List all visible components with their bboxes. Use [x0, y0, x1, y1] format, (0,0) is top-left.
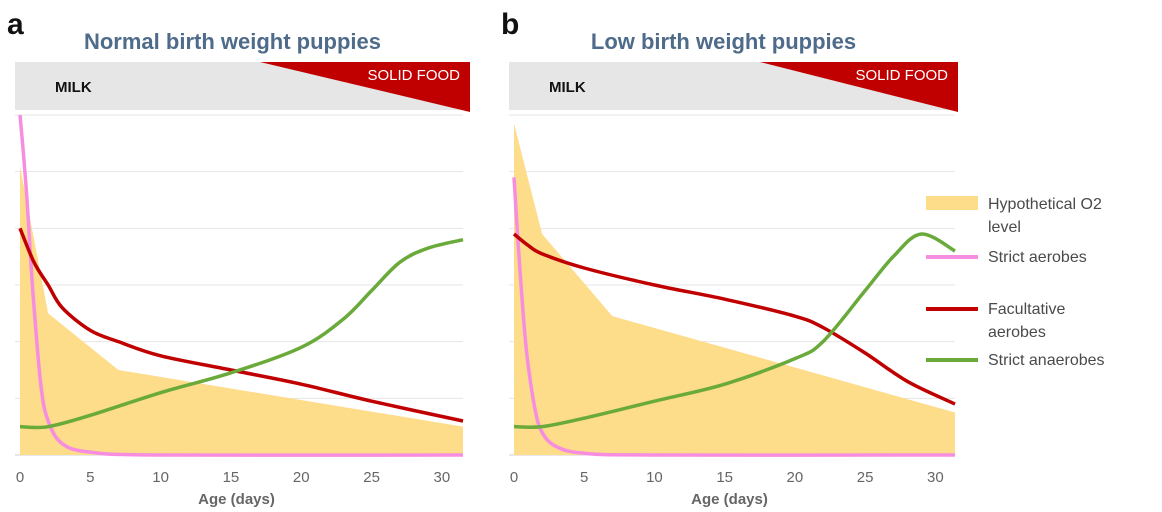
x-tick-label: 0: [16, 469, 24, 486]
x-axis-label: Age (days): [198, 491, 275, 508]
legend-label: Strict aerobes: [988, 249, 1087, 266]
x-tick-label: 20: [293, 469, 310, 486]
legend-label: Strict anaerobes: [988, 352, 1105, 369]
line: [18, 114, 464, 457]
legend-entry: Strict aerobes: [926, 246, 1148, 269]
area: [20, 166, 463, 455]
legend-label: Hypothetical O2 level: [988, 196, 1102, 236]
phase-label: MILK: [55, 79, 92, 96]
legend-swatch: [926, 307, 978, 311]
x-tick-label: 15: [716, 469, 733, 486]
solid-food-wedge: [760, 62, 958, 112]
legend-entry: Strict anaerobes: [926, 349, 1148, 372]
x-tick-label: 10: [152, 469, 169, 486]
line: [513, 232, 956, 430]
x-tick-label: 15: [223, 469, 240, 486]
legend-entry: Facultative aerobes: [926, 298, 1148, 344]
legend-swatch: [926, 358, 978, 362]
phase-label: SOLID FOOD: [855, 67, 948, 84]
legend-label: Facultative aerobes: [988, 301, 1066, 341]
area: [514, 123, 955, 455]
panel-label: b: [501, 8, 519, 41]
chart-title: Normal birth weight puppies: [84, 29, 381, 54]
x-tick-label: 0: [510, 469, 518, 486]
phase-label: MILK: [549, 79, 586, 96]
x-tick-label: 25: [857, 469, 874, 486]
x-tick-label: 10: [646, 469, 663, 486]
x-axis-label: Age (days): [691, 491, 768, 508]
solid-food-wedge: [260, 62, 470, 112]
line: [19, 237, 464, 430]
legend-swatch: [926, 196, 978, 210]
line: [512, 232, 956, 406]
phase-label: SOLID FOOD: [367, 67, 460, 84]
x-tick-label: 20: [787, 469, 804, 486]
x-tick-label: 25: [363, 469, 380, 486]
legend-swatch: [926, 255, 978, 259]
x-tick-label: 30: [927, 469, 944, 486]
legend-entry: Hypothetical O2 level: [926, 193, 1148, 239]
x-tick-label: 5: [580, 469, 588, 486]
panel-label: a: [7, 8, 24, 41]
x-tick-label: 5: [86, 469, 94, 486]
line: [18, 227, 464, 423]
x-tick-label: 30: [434, 469, 451, 486]
chart-title: Low birth weight puppies: [591, 29, 856, 54]
